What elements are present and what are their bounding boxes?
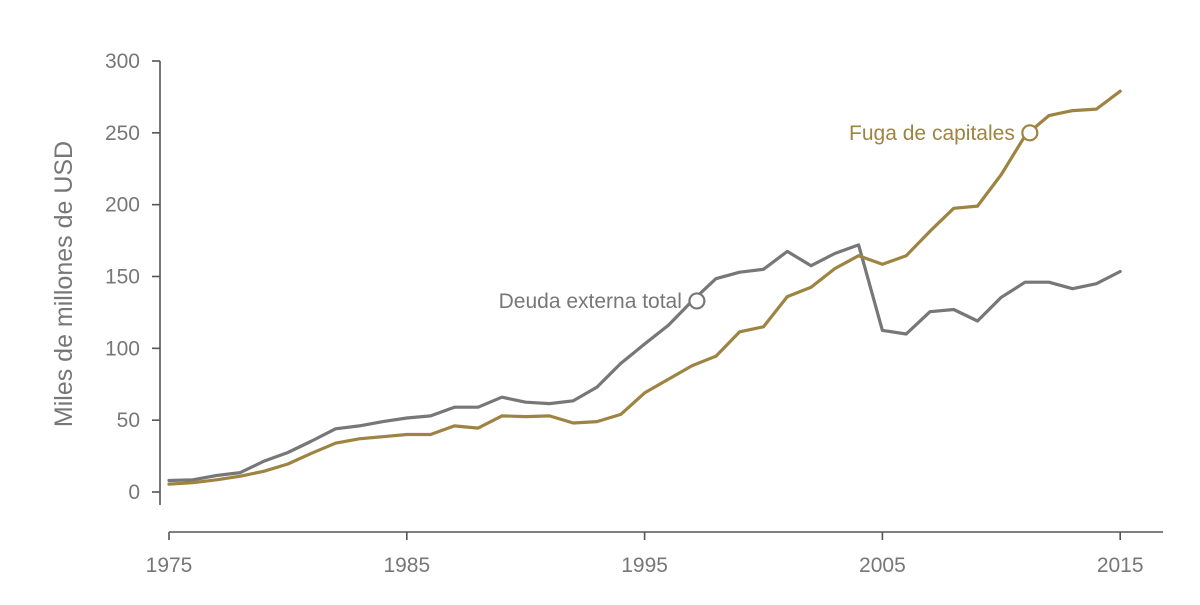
series-marker [688,292,706,310]
annotation-layer: Deuda externa total Fuga de capitales [499,122,1039,313]
series-line-deuda-externa-total [167,243,1122,483]
y-tick-label: 150 [105,266,140,289]
y-tick-label: 200 [105,194,140,217]
series-marker [1021,124,1039,142]
x-tick-label: 2015 [1097,554,1144,577]
y-tick-label: 50 [117,409,140,432]
x-tick-label: 2005 [859,554,906,577]
y-axis-title: Miles de millones de USD [50,141,78,427]
x-tick-label: 1995 [621,554,668,577]
x-tick-label: 1985 [383,554,430,577]
y-tick-label: 0 [128,481,140,504]
x-tick-label: 1975 [146,554,193,577]
y-tick-label: 100 [105,337,140,360]
series-layer [167,89,1122,486]
axes: 0 50 100 150 200 250 300 1975 1985 1995 2005 2015 [105,50,1163,577]
series-label: Deuda externa total [499,290,682,313]
y-tick-label: 300 [105,50,140,73]
y-tick-label: 250 [105,122,140,145]
series-line-fuga-de-capitales [167,89,1122,486]
series-label: Fuga de capitales [849,122,1015,145]
